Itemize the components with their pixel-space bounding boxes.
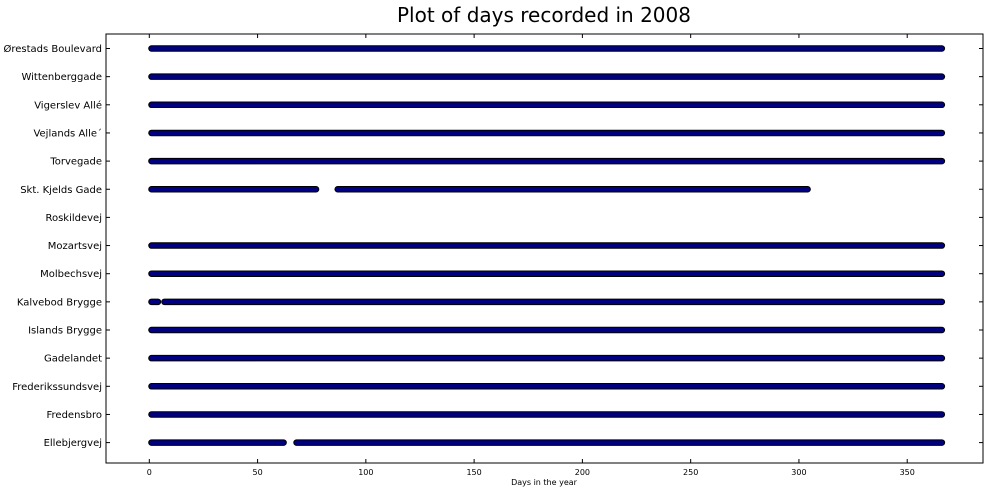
x-tick-label: 100 — [358, 468, 373, 477]
x-tick-label: 200 — [575, 468, 590, 477]
y-tick-label: Skt. Kjelds Gade — [20, 185, 102, 196]
plot-area: 0 50 100 150 200 250 300 350 Ellebjergvej Fredens… — [4, 33, 984, 477]
y-tick-label: Ellebjergvej — [44, 438, 102, 449]
x-tick-label: 300 — [791, 468, 806, 477]
y-tick-label: Molbechsvej — [40, 269, 102, 280]
y-tick-label: Islands Brygge — [28, 326, 102, 337]
x-tick-label: 250 — [683, 468, 698, 477]
y-tick-label: Torvegade — [49, 157, 102, 168]
y-tick-label: Vejlands Alle´ — [33, 127, 102, 139]
y-tick-label: Gadelandet — [44, 354, 102, 365]
y-tick-label: Mozartsvej — [48, 241, 102, 252]
y-tick-label: Roskildevej — [45, 213, 102, 224]
y-tick-label: Wittenberggade — [21, 72, 102, 83]
y-tick-label: Fredensbro — [47, 410, 102, 421]
x-tick-label: 350 — [900, 468, 915, 477]
y-tick-label: Ørestads Boulevard — [4, 43, 103, 55]
y-tick-label: Vigerslev Allé — [34, 99, 102, 111]
x-tick-label: 50 — [252, 468, 262, 477]
x-axis-label: Days in the year — [511, 478, 578, 487]
chart-title: Plot of days recorded in 2008 — [397, 3, 691, 27]
y-tick-label: Frederikssundsvej — [12, 382, 102, 393]
x-tick-label: 0 — [147, 468, 152, 477]
x-tick-label: 150 — [466, 468, 481, 477]
y-tick-label: Kalvebod Brygge — [17, 297, 102, 308]
axes-frame — [105, 33, 984, 464]
